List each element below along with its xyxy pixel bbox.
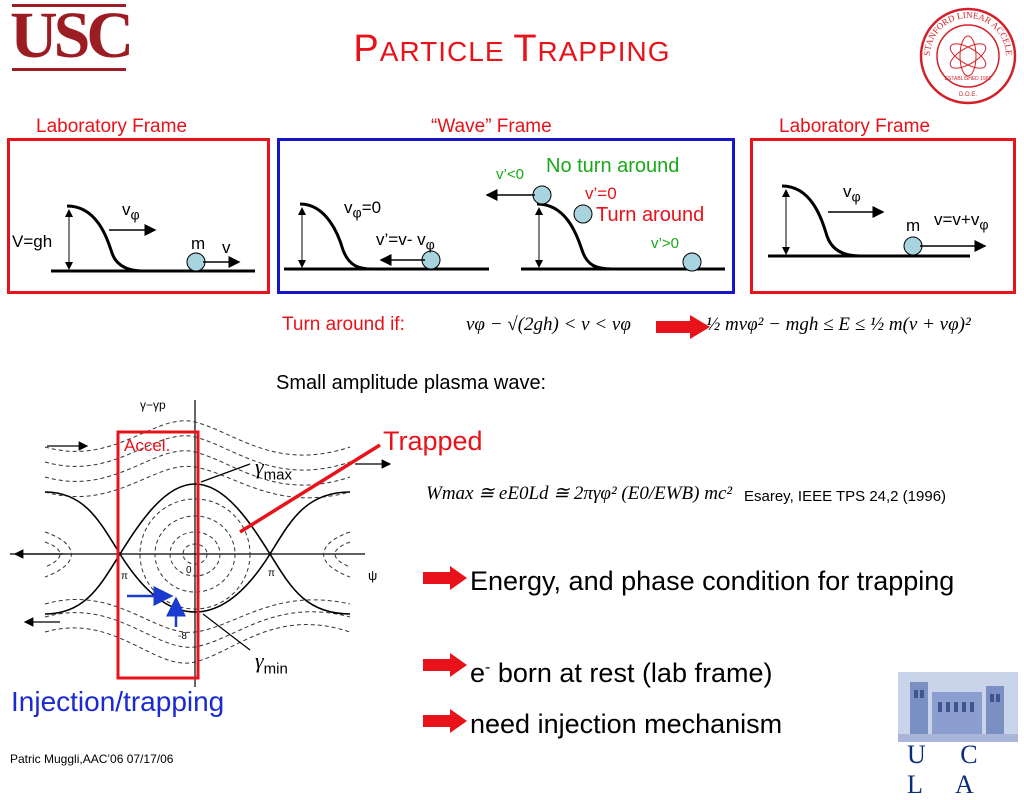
plot-x-axis-label: ψ bbox=[368, 568, 378, 583]
page-title: PARTICLE TRAPPING bbox=[353, 28, 671, 70]
bullet-injection-mechanism: need injection mechanism bbox=[470, 709, 783, 739]
trapped-label: Trapped bbox=[383, 426, 483, 456]
plasma-wave-subtitle: Small amplitude plasma wave: bbox=[276, 372, 547, 394]
usc-logo-top-bar bbox=[12, 4, 127, 7]
phase-space-plot bbox=[10, 400, 392, 687]
usc-logo-bottom-bar bbox=[12, 68, 127, 71]
left-vphi-label: vφ bbox=[122, 200, 140, 224]
usc-logo: USC bbox=[10, 3, 134, 71]
left-vgh-label: V=gh bbox=[12, 232, 53, 251]
center-vgt0-label: v’>0 bbox=[651, 235, 679, 252]
left-v-label: v bbox=[222, 238, 231, 257]
slac-seal: STANFORD LINEAR ACCELERATOR CENTER ESTAB… bbox=[918, 6, 1017, 105]
frame-label-center: “Wave” Frame bbox=[431, 116, 552, 137]
no-turn-around-label: No turn around bbox=[546, 155, 680, 177]
bullet-energy-phase: Energy, and phase condition for trapping bbox=[470, 566, 955, 596]
center-vprime-label: v’=v- vφ bbox=[376, 230, 435, 254]
injection-trapping-label: Injection/trapping bbox=[11, 686, 225, 717]
left-m-label: m bbox=[191, 234, 206, 253]
svg-text:STANFORD LINEAR ACCELERATOR CE: STANFORD LINEAR ACCELERATOR CENTER bbox=[918, 6, 1014, 56]
bullet-arrow-icon bbox=[423, 653, 467, 677]
footer-credit: Patric Muggli,AAC’06 07/17/06 bbox=[10, 752, 174, 766]
right-m-label: m bbox=[906, 216, 921, 235]
left-panel-diagram bbox=[51, 204, 255, 273]
lab-frame-box-right bbox=[750, 138, 1016, 294]
lab-frame-box-left bbox=[7, 138, 270, 294]
center-vlt0-label: v’<0 bbox=[496, 166, 524, 183]
tick-pi-left: π bbox=[121, 571, 128, 582]
center-vphi0-label: vφ=0 bbox=[344, 198, 382, 222]
right-vsum-label: v=v+vφ bbox=[934, 210, 989, 234]
frame-label-right: Laboratory Frame bbox=[779, 116, 931, 137]
bullet-born-at-rest: e- born at rest (lab frame) bbox=[470, 658, 773, 688]
turn-around-if-label: Turn around if: bbox=[282, 314, 405, 335]
center-panel-diagram bbox=[284, 185, 725, 272]
wave-frame-box bbox=[277, 138, 735, 294]
turn-around-inequality: vφ − √(2gh) < v < vφ bbox=[466, 314, 631, 335]
gamma-max-label: γmax bbox=[255, 454, 293, 484]
svg-text:ESTABLISHED 1962: ESTABLISHED 1962 bbox=[945, 76, 992, 82]
condition-arrow-icon bbox=[656, 315, 710, 339]
right-vphi-label: vφ bbox=[843, 182, 861, 206]
usc-logo-text: USC bbox=[10, 0, 134, 72]
bullet-arrow-icon bbox=[423, 566, 467, 590]
bullet-arrow-icon bbox=[423, 709, 467, 733]
svg-text:D.O.E.: D.O.E. bbox=[959, 92, 977, 98]
turn-around-label: Turn around bbox=[596, 204, 705, 226]
ucla-logo-text: U C L A bbox=[907, 740, 992, 799]
energy-inequality: ½ mvφ² − mgh ≤ E ≤ ½ m(v + vφ)² bbox=[706, 314, 971, 335]
tick-zero: 0 bbox=[186, 565, 192, 576]
gamma-min-label: γmin bbox=[255, 648, 288, 678]
citation: Esarey, IEEE TPS 24,2 (1996) bbox=[744, 488, 947, 505]
wmax-equation: Wmax ≅ eE0Ld ≅ 2πγφ² (E0/EWB) mc² bbox=[426, 483, 733, 504]
tick-minus8: -8 bbox=[178, 631, 187, 642]
right-panel-diagram bbox=[768, 184, 987, 258]
accel-label: Accel. bbox=[124, 436, 171, 455]
frame-label-left: Laboratory Frame bbox=[36, 116, 188, 137]
center-veq0-label: v’=0 bbox=[585, 184, 617, 203]
tick-pi-right: π bbox=[268, 568, 275, 579]
trapped-pointer-line bbox=[239, 443, 381, 534]
ucla-building-image bbox=[898, 672, 1018, 742]
plot-y-axis-label: γ−γp bbox=[140, 398, 166, 412]
